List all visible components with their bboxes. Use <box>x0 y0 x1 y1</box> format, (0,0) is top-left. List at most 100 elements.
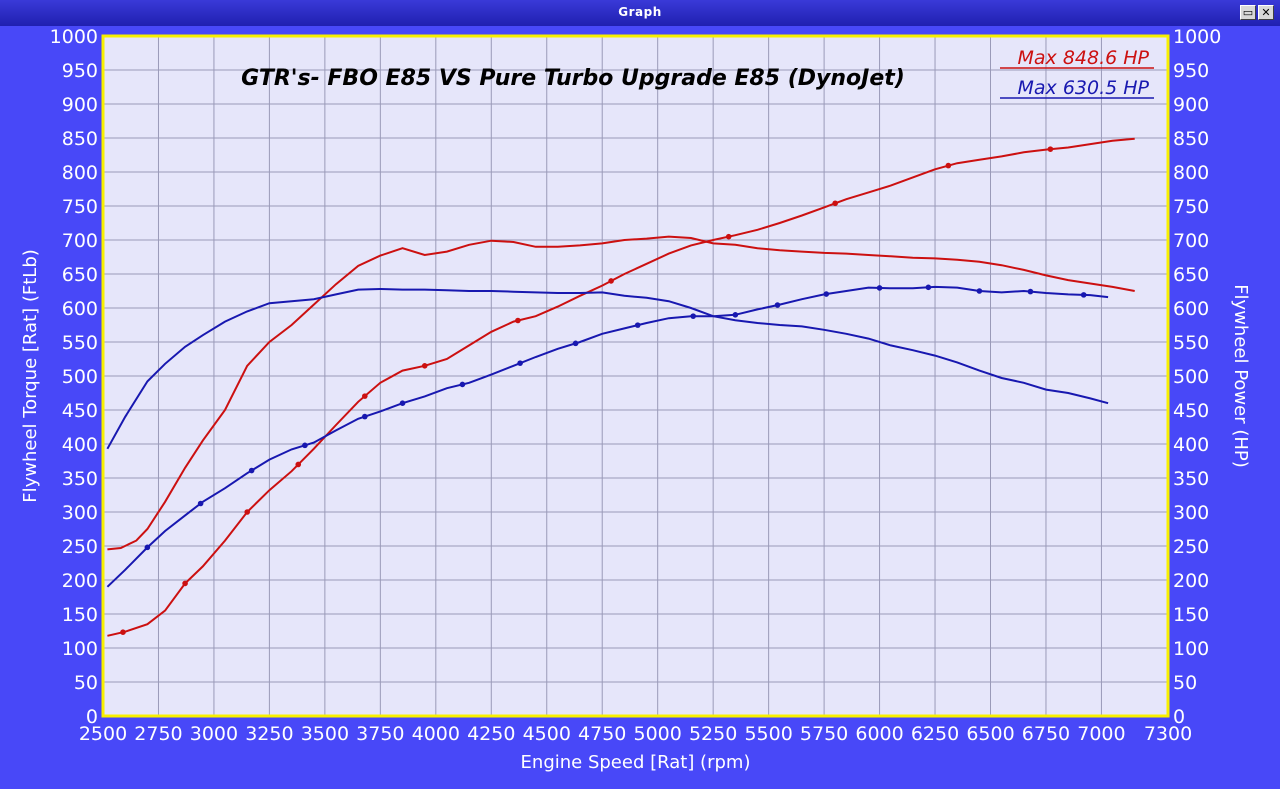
x-tick-label: 6500 <box>966 723 1014 745</box>
legend-entry-1: Max 848.6 HP <box>1018 47 1150 69</box>
x-tick-label: 2750 <box>134 723 182 745</box>
series-line-3 <box>106 287 1109 450</box>
x-tick-label: 6750 <box>1022 723 1070 745</box>
y-tick-label-right: 100 <box>1173 638 1209 660</box>
y-tick-label-left: 800 <box>62 162 98 184</box>
x-axis-label: Engine Speed [Rat] (rpm) <box>521 752 751 773</box>
y-tick-label-right: 750 <box>1173 196 1209 218</box>
y-axis-label-right: Flywheel Power (HP) <box>1230 284 1251 468</box>
data-point-marker <box>144 544 151 551</box>
data-point-marker <box>732 312 739 318</box>
data-point-marker <box>1080 292 1087 298</box>
y-tick-label-left: 1000 <box>50 26 98 48</box>
y-tick-label-left: 700 <box>62 230 98 252</box>
y-tick-label-right: 50 <box>1173 672 1197 694</box>
data-point-marker <box>182 580 188 587</box>
y-tick-label-left: 400 <box>62 434 98 456</box>
y-tick-label-left: 550 <box>62 332 98 354</box>
data-point-marker <box>690 313 696 319</box>
y-axis-label-left: Flywheel Torque [Rat] (FtLb) <box>20 249 41 503</box>
legend-entry-2: Max 630.5 HP <box>1018 77 1150 99</box>
data-point-marker <box>634 322 641 328</box>
x-tick-label: 4250 <box>467 723 515 745</box>
y-tick-label-left: 150 <box>62 604 98 626</box>
data-point-marker <box>248 467 255 474</box>
y-tick-label-right: 1000 <box>1173 26 1221 48</box>
y-tick-label-right: 250 <box>1173 536 1209 558</box>
data-point-marker <box>774 302 781 308</box>
y-tick-label-left: 350 <box>62 468 98 490</box>
y-tick-label-right: 650 <box>1173 264 1209 286</box>
x-tick-label: 5750 <box>800 723 848 745</box>
restore-button[interactable]: ▭ <box>1240 5 1256 20</box>
y-tick-label-right: 0 <box>1173 706 1185 728</box>
x-tick-label: 7300 <box>1144 723 1192 745</box>
y-tick-label-right: 600 <box>1173 298 1209 320</box>
y-tick-label-left: 100 <box>62 638 98 660</box>
x-tick-label: 2500 <box>79 723 127 745</box>
y-tick-label-right: 300 <box>1173 502 1209 524</box>
y-tick-label-right: 500 <box>1173 366 1209 388</box>
y-tick-label-right: 950 <box>1173 60 1209 82</box>
data-point-marker <box>823 291 830 297</box>
y-tick-label-left: 450 <box>62 400 98 422</box>
data-point-marker <box>302 442 308 449</box>
data-point-marker <box>515 317 521 324</box>
y-tick-label-left: 300 <box>62 502 98 524</box>
data-point-marker <box>399 400 406 407</box>
x-tick-label: 3000 <box>190 723 238 745</box>
y-tick-label-left: 50 <box>74 672 98 694</box>
x-tick-label: 3750 <box>356 723 404 745</box>
y-tick-label-left: 200 <box>62 570 98 592</box>
x-tick-label: 5250 <box>689 723 737 745</box>
window-titlebar[interactable]: Graph ▭ ✕ <box>0 0 1280 26</box>
y-tick-label-right: 700 <box>1173 230 1209 252</box>
data-point-marker <box>725 233 732 240</box>
y-tick-label-right: 350 <box>1173 468 1209 490</box>
y-tick-label-left: 0 <box>86 706 98 728</box>
y-tick-label-left: 250 <box>62 536 98 558</box>
x-tick-label: 6250 <box>911 723 959 745</box>
close-button[interactable]: ✕ <box>1258 5 1274 20</box>
data-point-marker <box>421 363 428 369</box>
restore-icon: ▭ <box>1242 6 1254 19</box>
data-point-marker <box>295 461 302 468</box>
y-tick-label-right: 800 <box>1173 162 1209 184</box>
chart-title: GTR's- FBO E85 VS Pure Turbo Upgrade E85… <box>241 66 905 91</box>
y-tick-label-left: 850 <box>62 128 98 150</box>
data-point-marker <box>876 285 883 291</box>
x-tick-label: 5500 <box>744 723 792 745</box>
y-tick-label-left: 600 <box>62 298 98 320</box>
y-tick-label-left: 650 <box>62 264 98 286</box>
y-tick-label-right: 200 <box>1173 570 1209 592</box>
x-tick-label: 6000 <box>855 723 903 745</box>
y-tick-label-right: 450 <box>1173 400 1209 422</box>
close-icon: ✕ <box>1261 6 1271 19</box>
y-tick-label-right: 900 <box>1173 94 1209 116</box>
window-title: Graph <box>618 5 662 19</box>
data-point-marker <box>459 381 466 388</box>
data-point-marker <box>120 629 126 635</box>
data-point-marker <box>197 500 204 507</box>
x-tick-label: 5000 <box>634 723 682 745</box>
x-tick-label: 4750 <box>578 723 626 745</box>
y-tick-label-right: 150 <box>1173 604 1209 626</box>
x-tick-label: 4000 <box>412 723 460 745</box>
y-tick-label-left: 950 <box>62 60 98 82</box>
series-line-4 <box>106 285 1109 588</box>
data-point-marker <box>832 200 838 207</box>
data-point-marker <box>945 162 952 169</box>
data-point-marker <box>362 393 368 399</box>
x-tick-label: 3500 <box>301 723 349 745</box>
data-point-marker <box>1047 146 1054 152</box>
data-point-marker <box>1027 288 1034 295</box>
data-point-marker <box>572 340 579 347</box>
y-tick-label-left: 750 <box>62 196 98 218</box>
y-tick-label-left: 500 <box>62 366 98 388</box>
data-point-marker <box>925 284 932 291</box>
series-line-1 <box>107 235 1135 551</box>
y-tick-label-right: 850 <box>1173 128 1209 150</box>
dyno-chart: 0 0 50 50 100 100 150 150 200 200 250 250 300 300 350 3… <box>20 26 1251 773</box>
y-tick-label-right: 400 <box>1173 434 1209 456</box>
plot-border <box>101 34 1170 718</box>
